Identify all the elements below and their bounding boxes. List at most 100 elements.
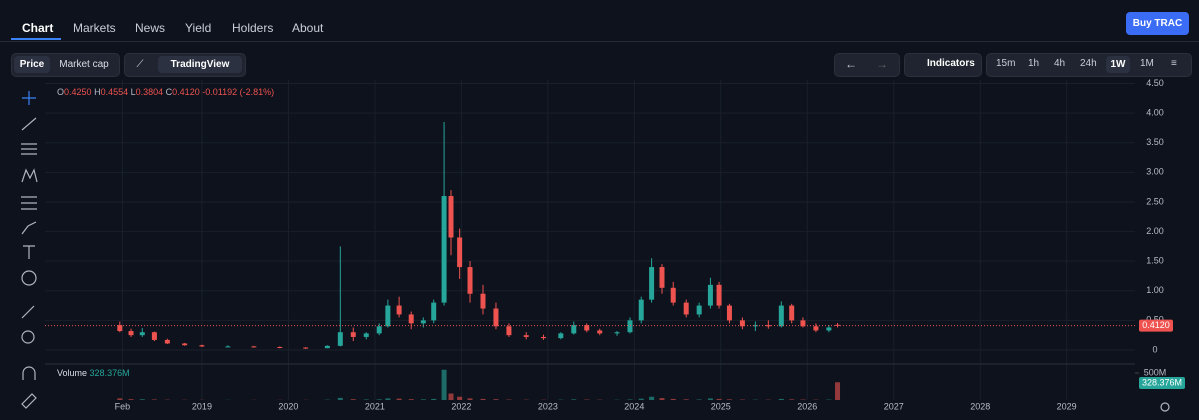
arrow-right[interactable]: → — [876, 57, 888, 71]
drawing-tools — [21, 91, 1170, 412]
magnet-tool[interactable] — [22, 366, 36, 380]
line-icon[interactable]: ⟋ — [136, 59, 144, 70]
volume-last: 328.376M — [90, 368, 130, 378]
tradingview-button[interactable]: TradingView — [158, 56, 242, 73]
volume-bar — [493, 399, 499, 400]
candle-body — [716, 284, 722, 306]
volume-last-box — [1139, 377, 1185, 389]
volume-bar — [467, 398, 473, 400]
candle-body — [396, 305, 402, 315]
timeframe[interactable]: 1h — [1028, 58, 1040, 69]
line-tool[interactable] — [21, 117, 37, 131]
emoji-tool[interactable] — [21, 270, 37, 286]
tab[interactable]: News — [135, 21, 166, 35]
timeframe[interactable]: 4h — [1054, 58, 1066, 69]
x-tick-label: 2028 — [970, 401, 990, 411]
brush-tool[interactable] — [21, 221, 37, 235]
candle-body — [638, 299, 644, 321]
volume-bar — [683, 399, 689, 400]
volume-bar — [448, 393, 454, 400]
candle-body — [558, 333, 564, 339]
close: 0.4120 — [172, 87, 200, 97]
y-tick-label: 1.00 — [1146, 285, 1164, 295]
candle-body — [696, 305, 702, 315]
tab[interactable]: About — [292, 21, 324, 35]
volume-bar — [649, 396, 655, 400]
candle-body — [164, 339, 170, 344]
candle-body — [350, 332, 356, 337]
volume-bar — [778, 398, 784, 400]
tab[interactable]: Yield — [185, 21, 212, 35]
tab[interactable]: Chart — [22, 21, 54, 35]
text-tool[interactable] — [23, 245, 35, 259]
candle-body — [571, 325, 577, 334]
volume-last-label: 328.376M — [1142, 377, 1182, 387]
tab[interactable]: Markets — [73, 21, 116, 35]
candle-body — [670, 287, 676, 303]
candle-body — [467, 267, 473, 294]
crosshair-tool[interactable] — [22, 91, 36, 105]
timeframe[interactable]: 24h — [1080, 58, 1097, 69]
candle-body — [448, 196, 454, 238]
volume-bar — [139, 399, 145, 400]
settings-icon[interactable]: ≡ — [1171, 58, 1177, 69]
c-label: C — [166, 87, 173, 97]
volume-title: Volume — [57, 368, 87, 378]
volume-bar — [117, 398, 123, 400]
candle-body — [151, 332, 157, 340]
timeframe-active[interactable]: 1W — [1106, 56, 1130, 73]
ruler-tool[interactable] — [21, 305, 35, 319]
candle-body — [182, 343, 188, 346]
candle-body — [826, 327, 832, 331]
settings-gear[interactable] — [1160, 402, 1170, 412]
volume-bar — [420, 399, 426, 400]
volume-bar — [408, 399, 414, 400]
toggle[interactable]: Price — [14, 56, 50, 73]
x-tick-label: 2021 — [365, 401, 385, 411]
candle-body — [584, 325, 590, 331]
volume-bar — [696, 399, 702, 400]
x-tick-label: Feb — [115, 401, 131, 411]
volume-bar — [363, 399, 369, 400]
zoom-tool[interactable] — [21, 330, 35, 344]
candle-body — [726, 305, 732, 321]
fib-tool[interactable] — [21, 143, 37, 155]
y-tick-label: 2.00 — [1146, 226, 1164, 236]
volume-tick-label: 500M — [1144, 367, 1167, 377]
tab[interactable]: Holders — [232, 21, 274, 35]
x-tick-label: 2029 — [1057, 401, 1077, 411]
buy-button[interactable]: Buy TRAC — [1126, 12, 1189, 35]
volume-bar — [441, 369, 447, 400]
h-label: H — [94, 87, 101, 97]
y-tick-label: 4.50 — [1146, 78, 1164, 88]
o-label: O — [57, 87, 64, 97]
pattern-tool[interactable] — [21, 168, 38, 183]
arrow-left[interactable]: ← — [845, 57, 857, 71]
volume-bar — [716, 398, 722, 400]
candle-body — [614, 332, 620, 334]
volume-bar — [128, 399, 134, 400]
candle-body — [277, 347, 283, 349]
volume-bar — [707, 398, 713, 400]
candle-body — [800, 320, 806, 327]
l-label: L — [131, 87, 136, 97]
indicators-button[interactable]: Indicators — [927, 58, 975, 69]
candle-body — [337, 332, 343, 346]
volume-bar — [571, 399, 577, 400]
volume-bar — [350, 399, 356, 400]
volume-bar — [457, 396, 463, 400]
candle-body — [493, 308, 499, 327]
timeframe[interactable]: 15m — [996, 58, 1016, 69]
toggle[interactable]: Market cap — [59, 59, 109, 70]
prediction-tool[interactable] — [21, 196, 37, 210]
volume-bar — [376, 399, 382, 400]
lock-tool[interactable] — [21, 393, 37, 409]
high: 0.4554 — [101, 87, 129, 97]
timeframe[interactable]: 1M — [1140, 58, 1154, 69]
x-tick-label: 2020 — [278, 401, 298, 411]
candle-body — [789, 305, 795, 321]
volume-bar — [638, 398, 644, 400]
x-tick-label: 2022 — [451, 401, 471, 411]
candle-body — [597, 330, 603, 334]
